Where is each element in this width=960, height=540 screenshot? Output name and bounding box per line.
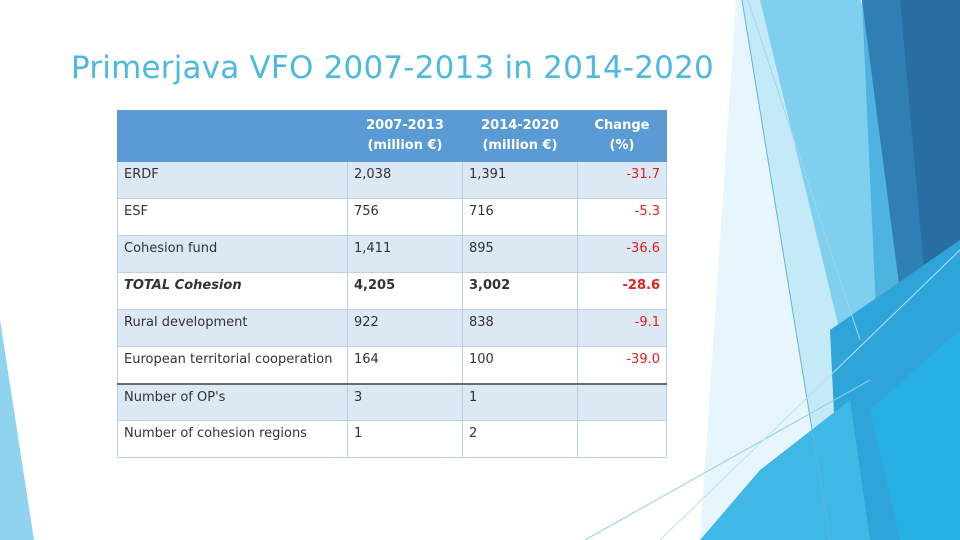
value-change: -36.6 [577,235,667,273]
value-2007-2013: 922 [347,309,463,347]
value-change: -31.7 [577,161,667,199]
table-row: ERDF 2,038 1,391 -31.7 [117,161,667,199]
table-header-row: 2007-2013 (million €) 2014-2020 (million… [117,110,667,162]
value-2014-2020: 100 [462,346,578,384]
budget-comparison-table: 2007-2013 (million €) 2014-2020 (million… [117,110,667,458]
value-2014-2020: 1,391 [462,161,578,199]
row-label: Cohesion fund [117,235,348,273]
table-row: ESF 756 716 -5.3 [117,198,667,236]
right-facet-bright [870,330,960,540]
header-unit: (million €) [367,138,443,153]
header-unit: (%) [609,138,635,153]
right-facet-deep [900,0,960,280]
row-label: Rural development [117,309,348,347]
header-line: 2007-2013 [366,118,444,133]
header-2007-2013: 2007-2013 (million €) [347,110,463,162]
row-label: ESF [117,198,348,236]
header-line: 2014-2020 [481,118,559,133]
value-2007-2013: 1 [347,420,463,458]
slide-title: Primerjava VFO 2007-2013 in 2014-2020 [71,50,714,86]
accent-line-4 [659,249,960,540]
value-change: -39.0 [577,346,667,384]
value-change: -28.6 [577,272,667,310]
value-2007-2013: 2,038 [347,161,463,199]
value-2014-2020: 838 [462,309,578,347]
value-change [577,382,667,421]
header-label-column [117,110,348,162]
right-facet-bottom [700,400,870,540]
row-label: European territorial cooperation [117,346,348,384]
value-change: -9.1 [577,309,667,347]
table-row: Number of cohesion regions 1 2 [117,420,667,458]
table-row: Cohesion fund 1,411 895 -36.6 [117,235,667,273]
value-2007-2013: 756 [347,198,463,236]
value-2014-2020: 3,002 [462,272,578,310]
accent-line-2 [747,0,861,341]
table-row: European territorial cooperation 164 100… [117,346,667,384]
header-line: Change [594,118,650,133]
table-row: Rural development 922 838 -9.1 [117,309,667,347]
accent-line-1 [741,0,831,540]
table-row-total: TOTAL Cohesion 4,205 3,002 -28.6 [117,272,667,310]
value-2007-2013: 3 [347,382,463,421]
row-label: Number of OP's [117,382,348,421]
row-label: ERDF [117,161,348,199]
left-accent-shape [0,320,34,540]
accent-line-3 [584,379,871,540]
value-2014-2020: 716 [462,198,578,236]
header-change: Change (%) [577,110,667,162]
value-change [577,420,667,458]
value-2014-2020: 1 [462,382,578,421]
header-2014-2020: 2014-2020 (million €) [462,110,578,162]
value-2007-2013: 4,205 [347,272,463,310]
row-label: TOTAL Cohesion [117,272,348,310]
row-label: Number of cohesion regions [117,420,348,458]
value-2014-2020: 895 [462,235,578,273]
value-2007-2013: 1,411 [347,235,463,273]
value-2007-2013: 164 [347,346,463,384]
header-unit: (million €) [482,138,558,153]
table-row: Number of OP's 3 1 [117,382,667,421]
value-2014-2020: 2 [462,420,578,458]
value-change: -5.3 [577,198,667,236]
